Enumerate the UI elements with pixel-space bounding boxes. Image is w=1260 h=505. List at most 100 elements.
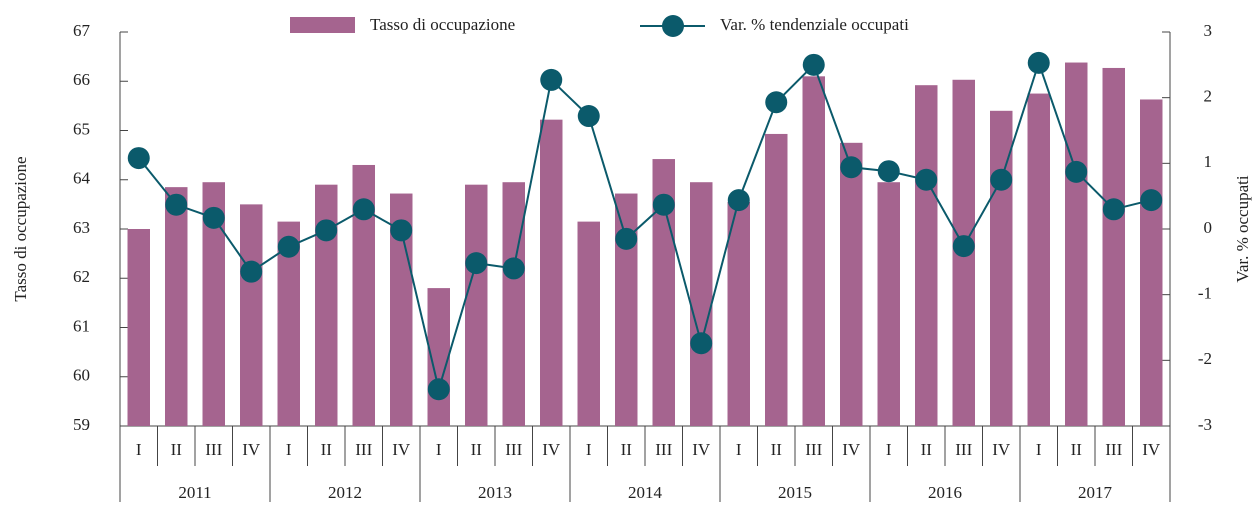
line-marker bbox=[1140, 189, 1163, 212]
bar bbox=[802, 76, 825, 426]
bar bbox=[127, 229, 150, 426]
x-tick-label: III bbox=[505, 440, 522, 459]
y-tick-label: 60 bbox=[73, 366, 90, 385]
bar bbox=[727, 201, 750, 426]
line-marker bbox=[727, 189, 750, 212]
line-marker bbox=[465, 252, 488, 275]
x-tick-label: IV bbox=[692, 440, 711, 459]
bar bbox=[840, 142, 863, 426]
bar bbox=[1140, 99, 1163, 426]
x-tick-label: I bbox=[586, 440, 592, 459]
y-tick-label: 67 bbox=[73, 21, 91, 40]
line-marker bbox=[277, 235, 300, 258]
x-tick-label: III bbox=[805, 440, 822, 459]
x-tick-label: III bbox=[355, 440, 372, 459]
line-marker bbox=[615, 227, 638, 250]
y2-tick-label: -3 bbox=[1198, 415, 1212, 434]
line-marker bbox=[127, 147, 150, 170]
line-marker bbox=[315, 219, 338, 242]
line-marker bbox=[502, 257, 525, 280]
bar bbox=[1065, 62, 1088, 426]
y-tick-label: 65 bbox=[73, 119, 90, 138]
y-tick-label: 66 bbox=[73, 70, 90, 89]
line-marker bbox=[690, 332, 713, 355]
line-marker bbox=[877, 160, 900, 183]
bar bbox=[502, 182, 525, 426]
y2-tick-label: 1 bbox=[1204, 152, 1213, 171]
y2-axis-label: Var. % occupati bbox=[1233, 175, 1252, 282]
x-tick-label: III bbox=[1105, 440, 1122, 459]
legend-swatch bbox=[662, 15, 684, 37]
bar bbox=[877, 182, 900, 426]
x-tick-label: I bbox=[136, 440, 142, 459]
x-tick-label: IV bbox=[542, 440, 561, 459]
y2-tick-label: -2 bbox=[1198, 349, 1212, 368]
x-tick-label: IV bbox=[992, 440, 1011, 459]
line-marker bbox=[352, 198, 375, 221]
bar bbox=[277, 221, 300, 426]
x-tick-label: II bbox=[771, 440, 783, 459]
x-tick-label: II bbox=[321, 440, 333, 459]
x-tick-label: III bbox=[655, 440, 672, 459]
x-tick-label: III bbox=[955, 440, 972, 459]
bar bbox=[765, 133, 788, 426]
bar bbox=[315, 184, 338, 426]
legend-label: Var. % tendenziale occupati bbox=[720, 15, 909, 34]
line-marker bbox=[165, 193, 188, 216]
legend-label: Tasso di occupazione bbox=[370, 15, 515, 34]
bar bbox=[202, 182, 225, 426]
line-marker bbox=[577, 105, 600, 128]
x-tick-label: I bbox=[1036, 440, 1042, 459]
bar bbox=[1102, 67, 1125, 426]
bar bbox=[352, 164, 375, 426]
y2-tick-label: -1 bbox=[1198, 284, 1212, 303]
group-label: 2015 bbox=[778, 483, 812, 502]
line-marker bbox=[240, 260, 263, 283]
x-tick-label: II bbox=[1071, 440, 1083, 459]
x-tick-label: III bbox=[205, 440, 222, 459]
line-marker bbox=[390, 219, 413, 242]
y-tick-label: 63 bbox=[73, 218, 90, 237]
x-tick-label: I bbox=[436, 440, 442, 459]
x-tick-label: I bbox=[286, 440, 292, 459]
group-label: 2012 bbox=[328, 483, 362, 502]
x-tick-label: IV bbox=[392, 440, 411, 459]
group-label: 2016 bbox=[928, 483, 962, 502]
line-marker bbox=[915, 168, 938, 191]
bar bbox=[615, 193, 638, 426]
line-marker bbox=[427, 378, 450, 401]
group-label: 2014 bbox=[628, 483, 663, 502]
x-tick-label: II bbox=[621, 440, 633, 459]
y-tick-label: 59 bbox=[73, 415, 90, 434]
y-tick-label: 64 bbox=[73, 169, 91, 188]
y2-tick-label: 3 bbox=[1204, 21, 1213, 40]
line-marker bbox=[202, 206, 225, 229]
y2-tick-label: 0 bbox=[1204, 218, 1213, 237]
line-marker bbox=[802, 53, 825, 76]
bar bbox=[577, 221, 600, 426]
bar bbox=[690, 182, 713, 426]
line-marker bbox=[840, 156, 863, 179]
bar bbox=[1027, 93, 1050, 426]
y-tick-label: 61 bbox=[73, 316, 90, 335]
y-tick-label: 62 bbox=[73, 267, 90, 286]
bar bbox=[240, 204, 263, 426]
y2-tick-label: 2 bbox=[1204, 87, 1213, 106]
bar bbox=[465, 184, 488, 426]
line-marker bbox=[990, 168, 1013, 191]
bar bbox=[165, 187, 188, 426]
x-tick-label: I bbox=[736, 440, 742, 459]
bar bbox=[915, 85, 938, 426]
x-tick-label: I bbox=[886, 440, 892, 459]
line-marker bbox=[540, 68, 563, 91]
line-marker bbox=[952, 235, 975, 258]
line-marker bbox=[652, 193, 675, 216]
legend-swatch bbox=[290, 17, 355, 33]
x-tick-label: II bbox=[471, 440, 483, 459]
line-marker bbox=[1102, 198, 1125, 221]
x-tick-label: IV bbox=[242, 440, 261, 459]
y-axis-label: Tasso di occupazione bbox=[11, 156, 30, 301]
x-tick-label: II bbox=[921, 440, 933, 459]
bar bbox=[540, 119, 563, 426]
line-marker bbox=[1065, 160, 1088, 183]
